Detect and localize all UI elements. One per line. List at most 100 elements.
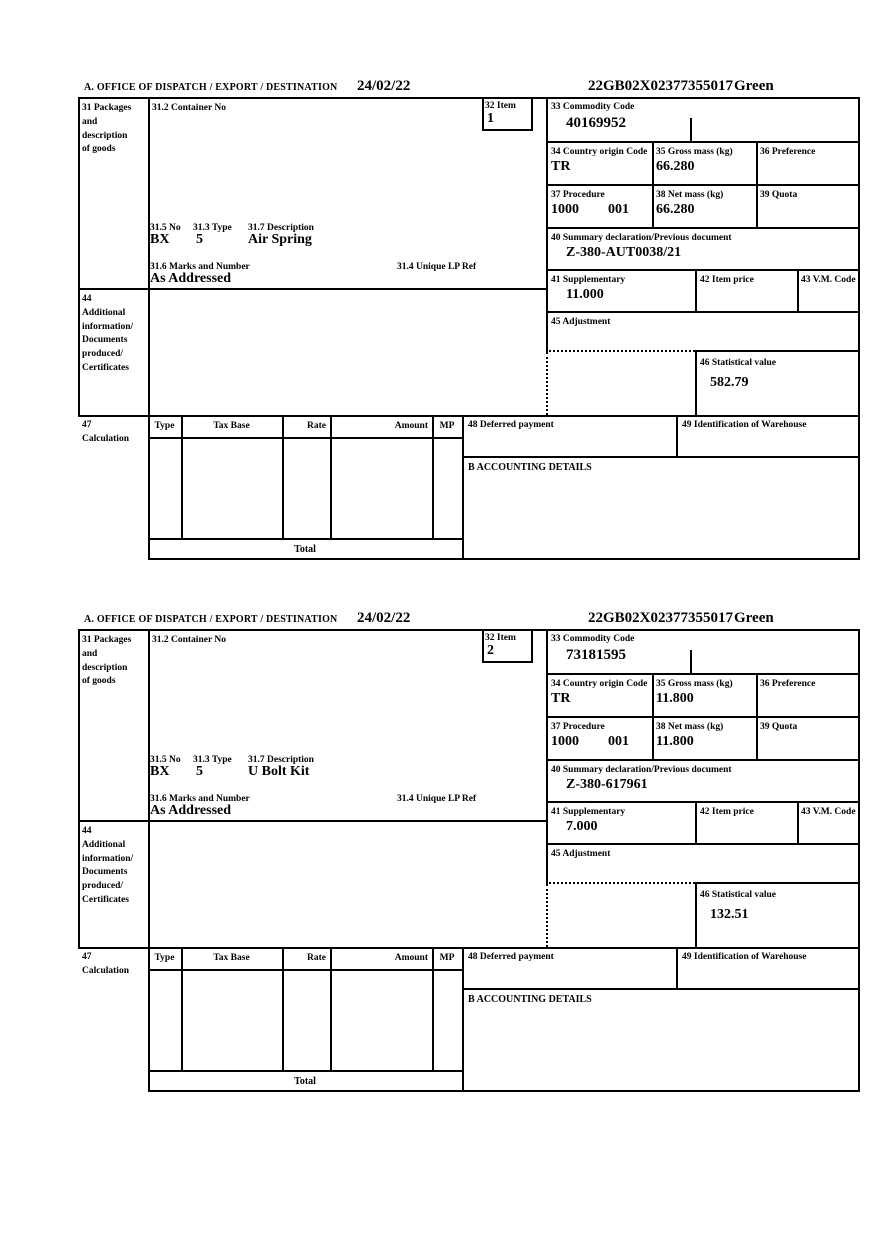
- net-mass-value: 11.800: [656, 734, 694, 749]
- grid-line: [546, 716, 860, 718]
- calc-col-type: Type: [154, 953, 175, 963]
- procedure-code-value: 1000: [551, 734, 579, 749]
- grid-line: [462, 415, 464, 560]
- grid-line: [695, 350, 860, 352]
- grid-line: [695, 269, 697, 313]
- grid-line: [181, 415, 183, 540]
- box46-statistical-label: 46 Statistical value: [700, 358, 776, 368]
- calc-col-rate: Rate: [307, 421, 326, 431]
- grid-line: [282, 947, 284, 1072]
- grid-line: [78, 820, 548, 822]
- grid-line: [676, 415, 678, 458]
- calc-col-rate: Rate: [307, 953, 326, 963]
- box31-5-no-label: 31.5 No: [150, 755, 181, 765]
- grid-line: [546, 629, 548, 884]
- box40-summary-label: 40 Summary declaration/Previous document: [551, 233, 732, 243]
- grid-line: [78, 629, 860, 631]
- box31-3-type-label: 31.3 Type: [193, 755, 232, 765]
- item-number-box: [482, 97, 533, 131]
- box31-6-marks-label: 31.6 Marks and Number: [150, 794, 250, 804]
- grid-line: [148, 1090, 860, 1092]
- grid-line: [695, 801, 697, 845]
- grid-line: [181, 947, 183, 1072]
- grid-line: [546, 311, 860, 313]
- calc-col-mp: MP: [439, 953, 455, 963]
- box31-6-marks-label: 31.6 Marks and Number: [150, 262, 250, 272]
- box37-procedure-label: 37 Procedure: [551, 722, 605, 732]
- statistical-value: 132.51: [710, 907, 749, 922]
- box31-2-container-label: 31.2 Container No: [152, 635, 226, 645]
- grid-line: [148, 538, 464, 540]
- statistical-value: 582.79: [710, 375, 749, 390]
- office-of-dispatch-label: A. OFFICE OF DISPATCH / EXPORT / DESTINA…: [84, 82, 338, 93]
- dotted-grid-line: [546, 350, 695, 352]
- grid-line: [676, 947, 678, 990]
- box31-4-lp-ref-label: 31.4 Unique LP Ref: [397, 262, 477, 272]
- packages-no-value: BX: [150, 764, 170, 779]
- country-origin-value: TR: [551, 691, 571, 706]
- grid-line: [858, 629, 860, 1092]
- grid-line: [546, 141, 860, 143]
- box31-label: 31 Packages and description of goods: [82, 103, 132, 155]
- item-number-value: 2: [487, 643, 494, 658]
- customs-declaration-form: A. OFFICE OF DISPATCH / EXPORT / DESTINA…: [78, 607, 860, 1093]
- summary-declaration-value: Z-380-617961: [566, 777, 648, 792]
- dotted-grid-line: [546, 352, 548, 415]
- packages-type-value: 5: [196, 232, 203, 247]
- box34-origin-label: 34 Country origin Code: [551, 679, 648, 689]
- calc-col-tax-base: Tax Base: [213, 953, 250, 963]
- calc-col-mp: MP: [439, 421, 455, 431]
- box31-5-no-label: 31.5 No: [150, 223, 181, 233]
- grid-line: [78, 629, 80, 949]
- box47-label: 47 Calculation: [82, 420, 129, 444]
- grid-line: [462, 988, 860, 990]
- net-mass-value: 66.280: [656, 202, 695, 217]
- grid-line: [78, 288, 548, 290]
- grid-line: [148, 97, 150, 560]
- grid-line: [462, 456, 860, 458]
- grid-line: [148, 437, 464, 439]
- box40-summary-label: 40 Summary declaration/Previous document: [551, 765, 732, 775]
- grid-line: [148, 969, 464, 971]
- procedure-suffix-value: 001: [608, 734, 629, 749]
- box49-warehouse-label: 49 Identification of Warehouse: [682, 952, 807, 962]
- grid-line: [858, 97, 860, 560]
- goods-description-value: U Bolt Kit: [248, 764, 310, 779]
- packages-type-value: 5: [196, 764, 203, 779]
- declaration-reference: 22GB02X02377355017: [588, 78, 734, 94]
- packages-no-value: BX: [150, 232, 170, 247]
- box35-gross-mass-label: 35 Gross mass (kg): [656, 679, 733, 689]
- box41-supplementary-label: 41 Supplementary: [551, 275, 626, 285]
- declaration-date: 24/02/22: [357, 610, 411, 626]
- grid-line: [282, 415, 284, 540]
- item-number-value: 1: [487, 111, 494, 126]
- grid-line: [546, 673, 860, 675]
- marks-and-number-value: As Addressed: [150, 803, 232, 818]
- commodity-code-value: 40169952: [566, 115, 626, 131]
- summary-declaration-value: Z-380-AUT0038/21: [566, 245, 682, 260]
- grid-line: [652, 673, 654, 761]
- box38-net-mass-label: 38 Net mass (kg): [656, 722, 724, 732]
- box31-4-lp-ref-label: 31.4 Unique LP Ref: [397, 794, 477, 804]
- grid-line: [797, 269, 799, 313]
- declaration-date: 24/02/22: [357, 78, 411, 94]
- grid-line: [78, 947, 860, 949]
- grid-line: [78, 415, 860, 417]
- gross-mass-value: 66.280: [656, 159, 695, 174]
- grid-line: [695, 350, 697, 415]
- accounting-details-label: B ACCOUNTING DETAILS: [468, 462, 592, 473]
- box49-warehouse-label: 49 Identification of Warehouse: [682, 420, 807, 430]
- box38-net-mass-label: 38 Net mass (kg): [656, 190, 724, 200]
- calc-col-amount: Amount: [394, 421, 428, 431]
- customs-declaration-form: A. OFFICE OF DISPATCH / EXPORT / DESTINA…: [78, 75, 860, 561]
- box45-adjustment-label: 45 Adjustment: [551, 317, 611, 327]
- grid-line: [546, 759, 860, 761]
- commodity-code-value: 73181595: [566, 647, 626, 663]
- grid-line: [148, 629, 150, 1092]
- box33-commodity-label: 33 Commodity Code: [551, 102, 635, 112]
- box37-procedure-label: 37 Procedure: [551, 190, 605, 200]
- grid-line: [756, 141, 758, 229]
- calc-col-amount: Amount: [394, 953, 428, 963]
- grid-line: [652, 141, 654, 229]
- box32-item-label: 32 Item: [485, 633, 516, 643]
